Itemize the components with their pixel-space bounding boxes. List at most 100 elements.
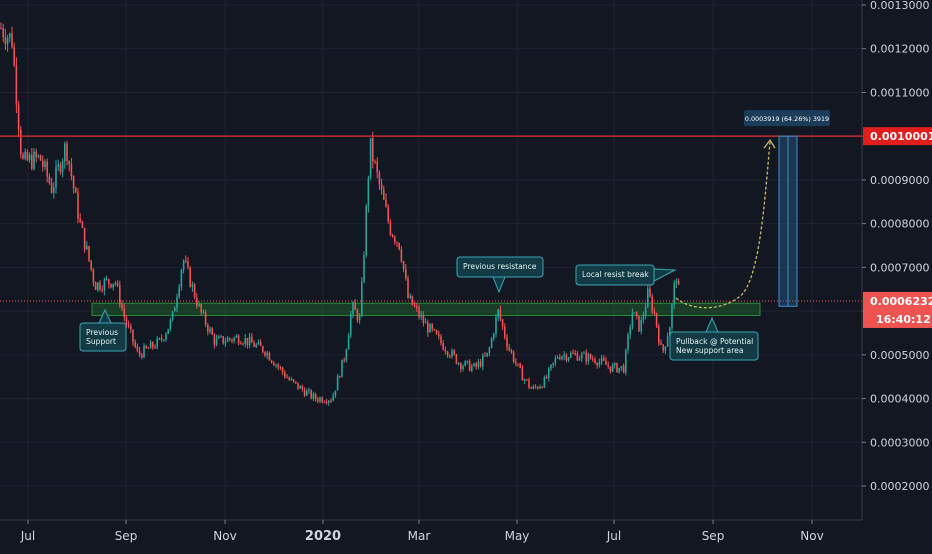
candle-body	[389, 221, 392, 235]
candle-body	[97, 282, 99, 290]
candle-body	[367, 177, 370, 207]
candle-body	[99, 282, 101, 290]
candle-body	[455, 354, 458, 364]
candle-body	[570, 353, 572, 358]
candle-body	[488, 347, 491, 353]
candle-body	[145, 345, 147, 348]
candle-body	[266, 352, 268, 356]
y-axis[interactable]: 0.00130000.00120000.00110000.00100000.00…	[861, 0, 932, 550]
candle-body	[163, 339, 165, 341]
candle-body	[68, 160, 70, 165]
support-zone-group	[91, 302, 761, 316]
candle-body	[284, 372, 286, 378]
resistance-price-label: 0.0010001	[870, 130, 932, 143]
candle-body	[218, 336, 220, 339]
candle-body	[548, 368, 550, 379]
candle-body	[515, 361, 517, 364]
candle-body	[600, 357, 603, 362]
candle-body	[605, 360, 607, 365]
candle-body	[264, 352, 266, 356]
candle-body	[33, 151, 35, 169]
measure-label: 0.0003919 (64.26%) 3919	[745, 115, 829, 123]
annotation-text-line: Previous	[86, 328, 118, 337]
annotation-text-line: Pullback @ Potential	[676, 337, 753, 346]
candle-body	[493, 333, 495, 339]
candle-body	[603, 357, 605, 361]
candle-body	[286, 377, 288, 379]
candle-body	[554, 358, 557, 363]
candle-body	[83, 227, 86, 250]
candle-body	[154, 347, 156, 349]
candle-body	[583, 352, 585, 354]
candle-body	[471, 366, 473, 371]
candle-body	[160, 338, 163, 340]
candle-body	[457, 363, 460, 365]
candle-body	[640, 319, 642, 332]
candle-body	[191, 284, 194, 287]
candle-body	[94, 282, 97, 290]
measure-label-box	[744, 110, 830, 127]
candle-body	[543, 377, 546, 388]
candle-body	[306, 390, 308, 396]
candle-body	[462, 365, 464, 370]
candle-body	[400, 249, 403, 262]
candle-body	[486, 352, 488, 356]
candle-body	[108, 279, 110, 284]
candle-body	[427, 322, 429, 333]
candle-body	[303, 389, 306, 396]
projection-curve	[675, 142, 771, 309]
candle-body	[523, 379, 526, 381]
x-tick-label: Nov	[800, 529, 823, 543]
candle-body	[281, 367, 284, 373]
candle-body	[644, 307, 647, 316]
candle-body	[501, 319, 504, 327]
annotation-text-line: Local resist break	[582, 270, 649, 279]
y-tick-label: 0.0007000	[870, 261, 930, 274]
candle-body	[112, 283, 114, 288]
candle-body	[466, 360, 469, 362]
x-axis[interactable]: Jul Sep Nov 2020 Mar May Jul Sep Nov	[0, 519, 862, 544]
candle-body	[2, 28, 4, 38]
candle-body	[134, 342, 136, 347]
candle-body	[396, 242, 398, 244]
candle-body	[75, 188, 77, 193]
last-price-tag	[863, 291, 932, 328]
candle-body	[169, 319, 172, 329]
candle-body	[365, 206, 367, 256]
candle-body	[442, 343, 444, 350]
candle-body	[675, 280, 678, 284]
x-tick-label: Nov	[213, 529, 236, 543]
candle-body	[490, 338, 493, 348]
candle-body	[237, 336, 240, 344]
candle-body	[59, 164, 62, 173]
x-tick-label: Jul	[606, 529, 621, 543]
candle-body	[90, 260, 92, 270]
candle-body	[677, 280, 680, 285]
candle-body	[642, 315, 645, 320]
x-tick-label: Sep	[702, 529, 725, 543]
candles-group	[0, 22, 680, 406]
candle-body	[497, 309, 499, 318]
candle-body	[402, 261, 405, 269]
candle-body	[611, 365, 614, 372]
candle-body	[259, 341, 262, 347]
candle-body	[251, 336, 253, 343]
annotation-previous-resistance[interactable]: Previous resistance	[456, 256, 544, 294]
candle-body	[301, 386, 304, 390]
candle-body	[559, 357, 561, 360]
candle-body	[193, 284, 196, 298]
candle-body	[171, 311, 174, 320]
candle-body	[506, 337, 508, 348]
candle-body	[552, 362, 554, 365]
candle-body	[9, 33, 11, 38]
candle-body	[123, 308, 125, 318]
candle-body	[240, 343, 242, 345]
candle-body	[420, 315, 422, 317]
candle-body	[567, 357, 570, 361]
candle-body	[561, 356, 563, 360]
annotation-local-resist-break[interactable]: Local resist break	[575, 264, 677, 286]
